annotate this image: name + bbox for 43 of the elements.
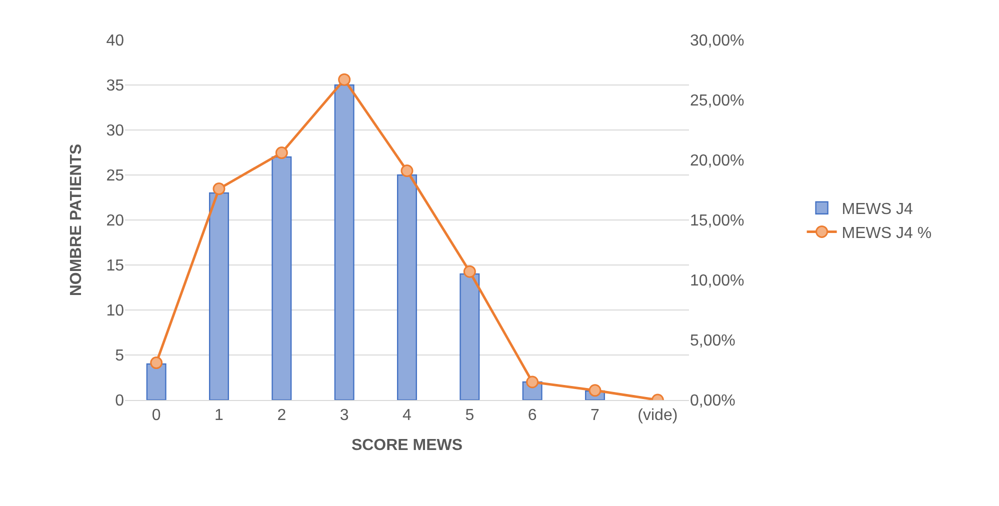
x-tick-label: 1 [214, 407, 224, 424]
y2-tick-label: 10,00% [690, 272, 744, 290]
bar [272, 156, 292, 400]
y-tick-label: 10 [106, 302, 124, 320]
y2-tick-label: 30,00% [690, 32, 744, 50]
y-tick-label: 15 [106, 258, 124, 275]
y-tick-label: 20 [106, 212, 124, 230]
point [150, 356, 163, 370]
point [588, 384, 602, 397]
legend-label: MEWS J4 [842, 201, 914, 218]
point [526, 376, 539, 388]
x-tick-label: 7 [590, 407, 600, 424]
y2-tick-label: 15,00% [690, 212, 744, 230]
bar [146, 363, 166, 400]
x-tick-label: 3 [340, 407, 349, 424]
bar [460, 273, 480, 400]
point [338, 73, 351, 86]
x-tick-label: 6 [528, 407, 537, 424]
x-tick-label: 4 [402, 407, 412, 424]
bar [397, 174, 417, 400]
x-tick-label: 0 [152, 407, 161, 424]
legend-label: MEWS J4 % [842, 224, 932, 242]
bar [334, 84, 354, 400]
y2-tick-label: 25,00% [690, 92, 744, 110]
x-tick-label: 5 [465, 407, 474, 424]
y-tick-label: 40 [106, 32, 124, 50]
bar [209, 192, 229, 400]
y2-tick-label: 0,00% [690, 392, 736, 410]
x-axis-title: SCORE MEWS [351, 436, 463, 454]
y-tick-label: 25 [106, 168, 124, 185]
y2-tick-label: 20,00% [690, 152, 744, 170]
x-tick-label: 2 [277, 407, 286, 424]
y-tick-label: 5 [115, 348, 124, 365]
point [463, 265, 476, 278]
x-tick-label: (vide) [638, 407, 678, 424]
point [400, 164, 414, 178]
y-tick-label: 0 [115, 392, 124, 410]
y-axis-title: NOMBRE PATIENTS [68, 144, 86, 296]
point [275, 146, 288, 160]
point [212, 182, 226, 196]
y2-tick-label: 5,00% [690, 332, 736, 350]
y-tick-label: 30 [106, 122, 124, 140]
y-tick-label: 35 [106, 78, 124, 95]
